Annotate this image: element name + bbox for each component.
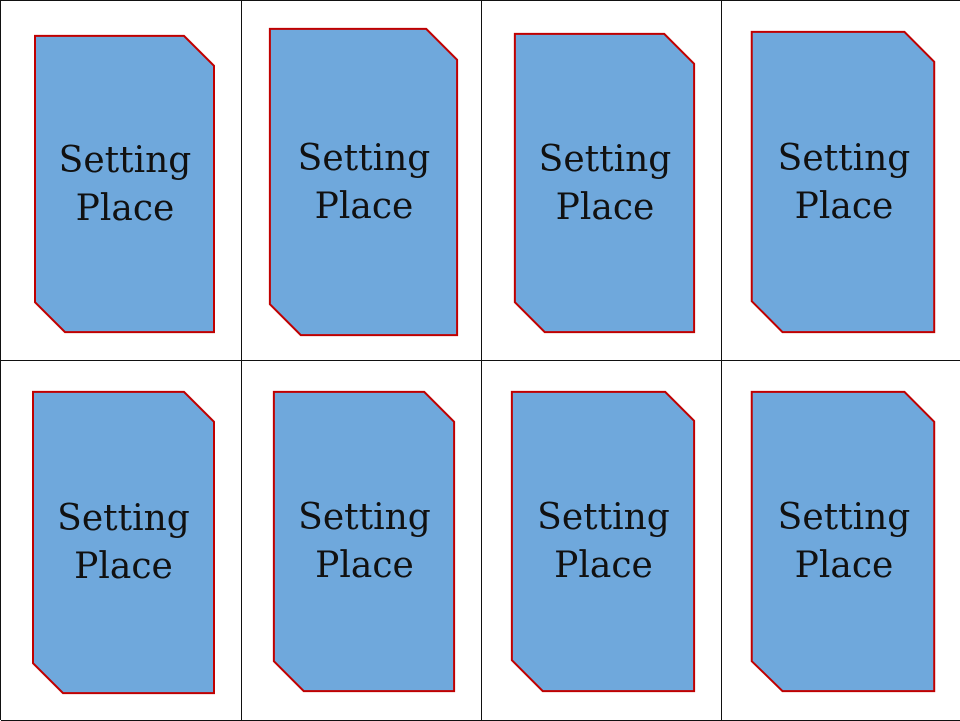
card-cell-2: Setting Place [242,1,482,361]
card-cell-6: Setting Place [242,361,482,721]
card-cell-7: Setting Place [482,361,722,721]
card-cell-4: Setting Place [722,1,960,361]
card-cell-3: Setting Place [482,1,722,361]
card-cell-8: Setting Place [722,361,960,721]
card-shape-2[interactable] [242,1,481,360]
card-cell-5: Setting Place [1,361,242,721]
card-shape-8[interactable] [722,361,960,720]
card-shape-3[interactable] [482,1,721,360]
card-shape-1[interactable] [1,1,241,360]
card-shape-7[interactable] [482,361,721,720]
card-shape-5[interactable] [1,361,241,720]
card-shape-4[interactable] [722,1,960,360]
card-cell-1: Setting Place [1,1,242,361]
card-shape-6[interactable] [242,361,481,720]
